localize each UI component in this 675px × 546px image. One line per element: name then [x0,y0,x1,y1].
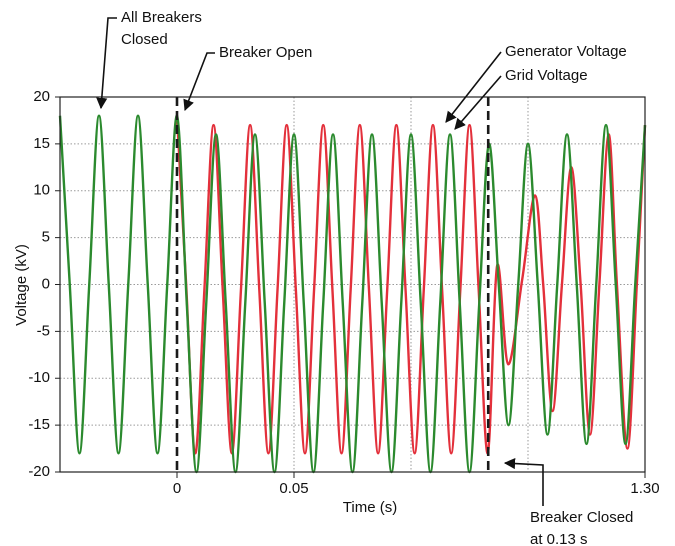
y-tick-label: 5 [42,229,50,246]
y-tick-label: 10 [33,182,50,199]
x-axis-label: Time (s) [343,499,397,516]
y-tick-label: -15 [28,416,50,433]
series-line [58,114,647,474]
x-tick-label: 0.05 [279,480,308,497]
plot-area: -20 -15 -10 -5 0 5 10 15 20 0 0.05 1.30 [28,88,659,497]
annotation: All Breakers [121,9,202,26]
x-tick-label: 1.30 [630,480,659,497]
y-tick-label: -10 [28,369,50,386]
annotation: Breaker Open [219,44,312,61]
annotation: Closed [121,31,168,48]
annotation-arrow [454,75,502,130]
series-label: Generator Voltage [505,43,627,60]
annotation-arrow [503,457,544,506]
annotation: at 0.13 s [530,531,588,546]
annotation-arrow [183,52,215,112]
y-tick-label: 15 [33,135,50,152]
annotation: Breaker Closed [530,509,633,526]
series-line [175,115,647,455]
y-tick-label: 0 [42,275,50,292]
y-axis-label: Voltage (kV) [13,244,30,326]
y-tick-label: -5 [37,322,50,339]
plot-frame [59,96,646,473]
annotation-arrow [96,17,117,110]
x-tick-label: 0 [173,480,181,497]
y-tick-label: 20 [33,88,50,105]
y-tick-label: -20 [28,463,50,480]
series-label: Grid Voltage [505,67,588,84]
annotation-arrow [445,51,502,123]
